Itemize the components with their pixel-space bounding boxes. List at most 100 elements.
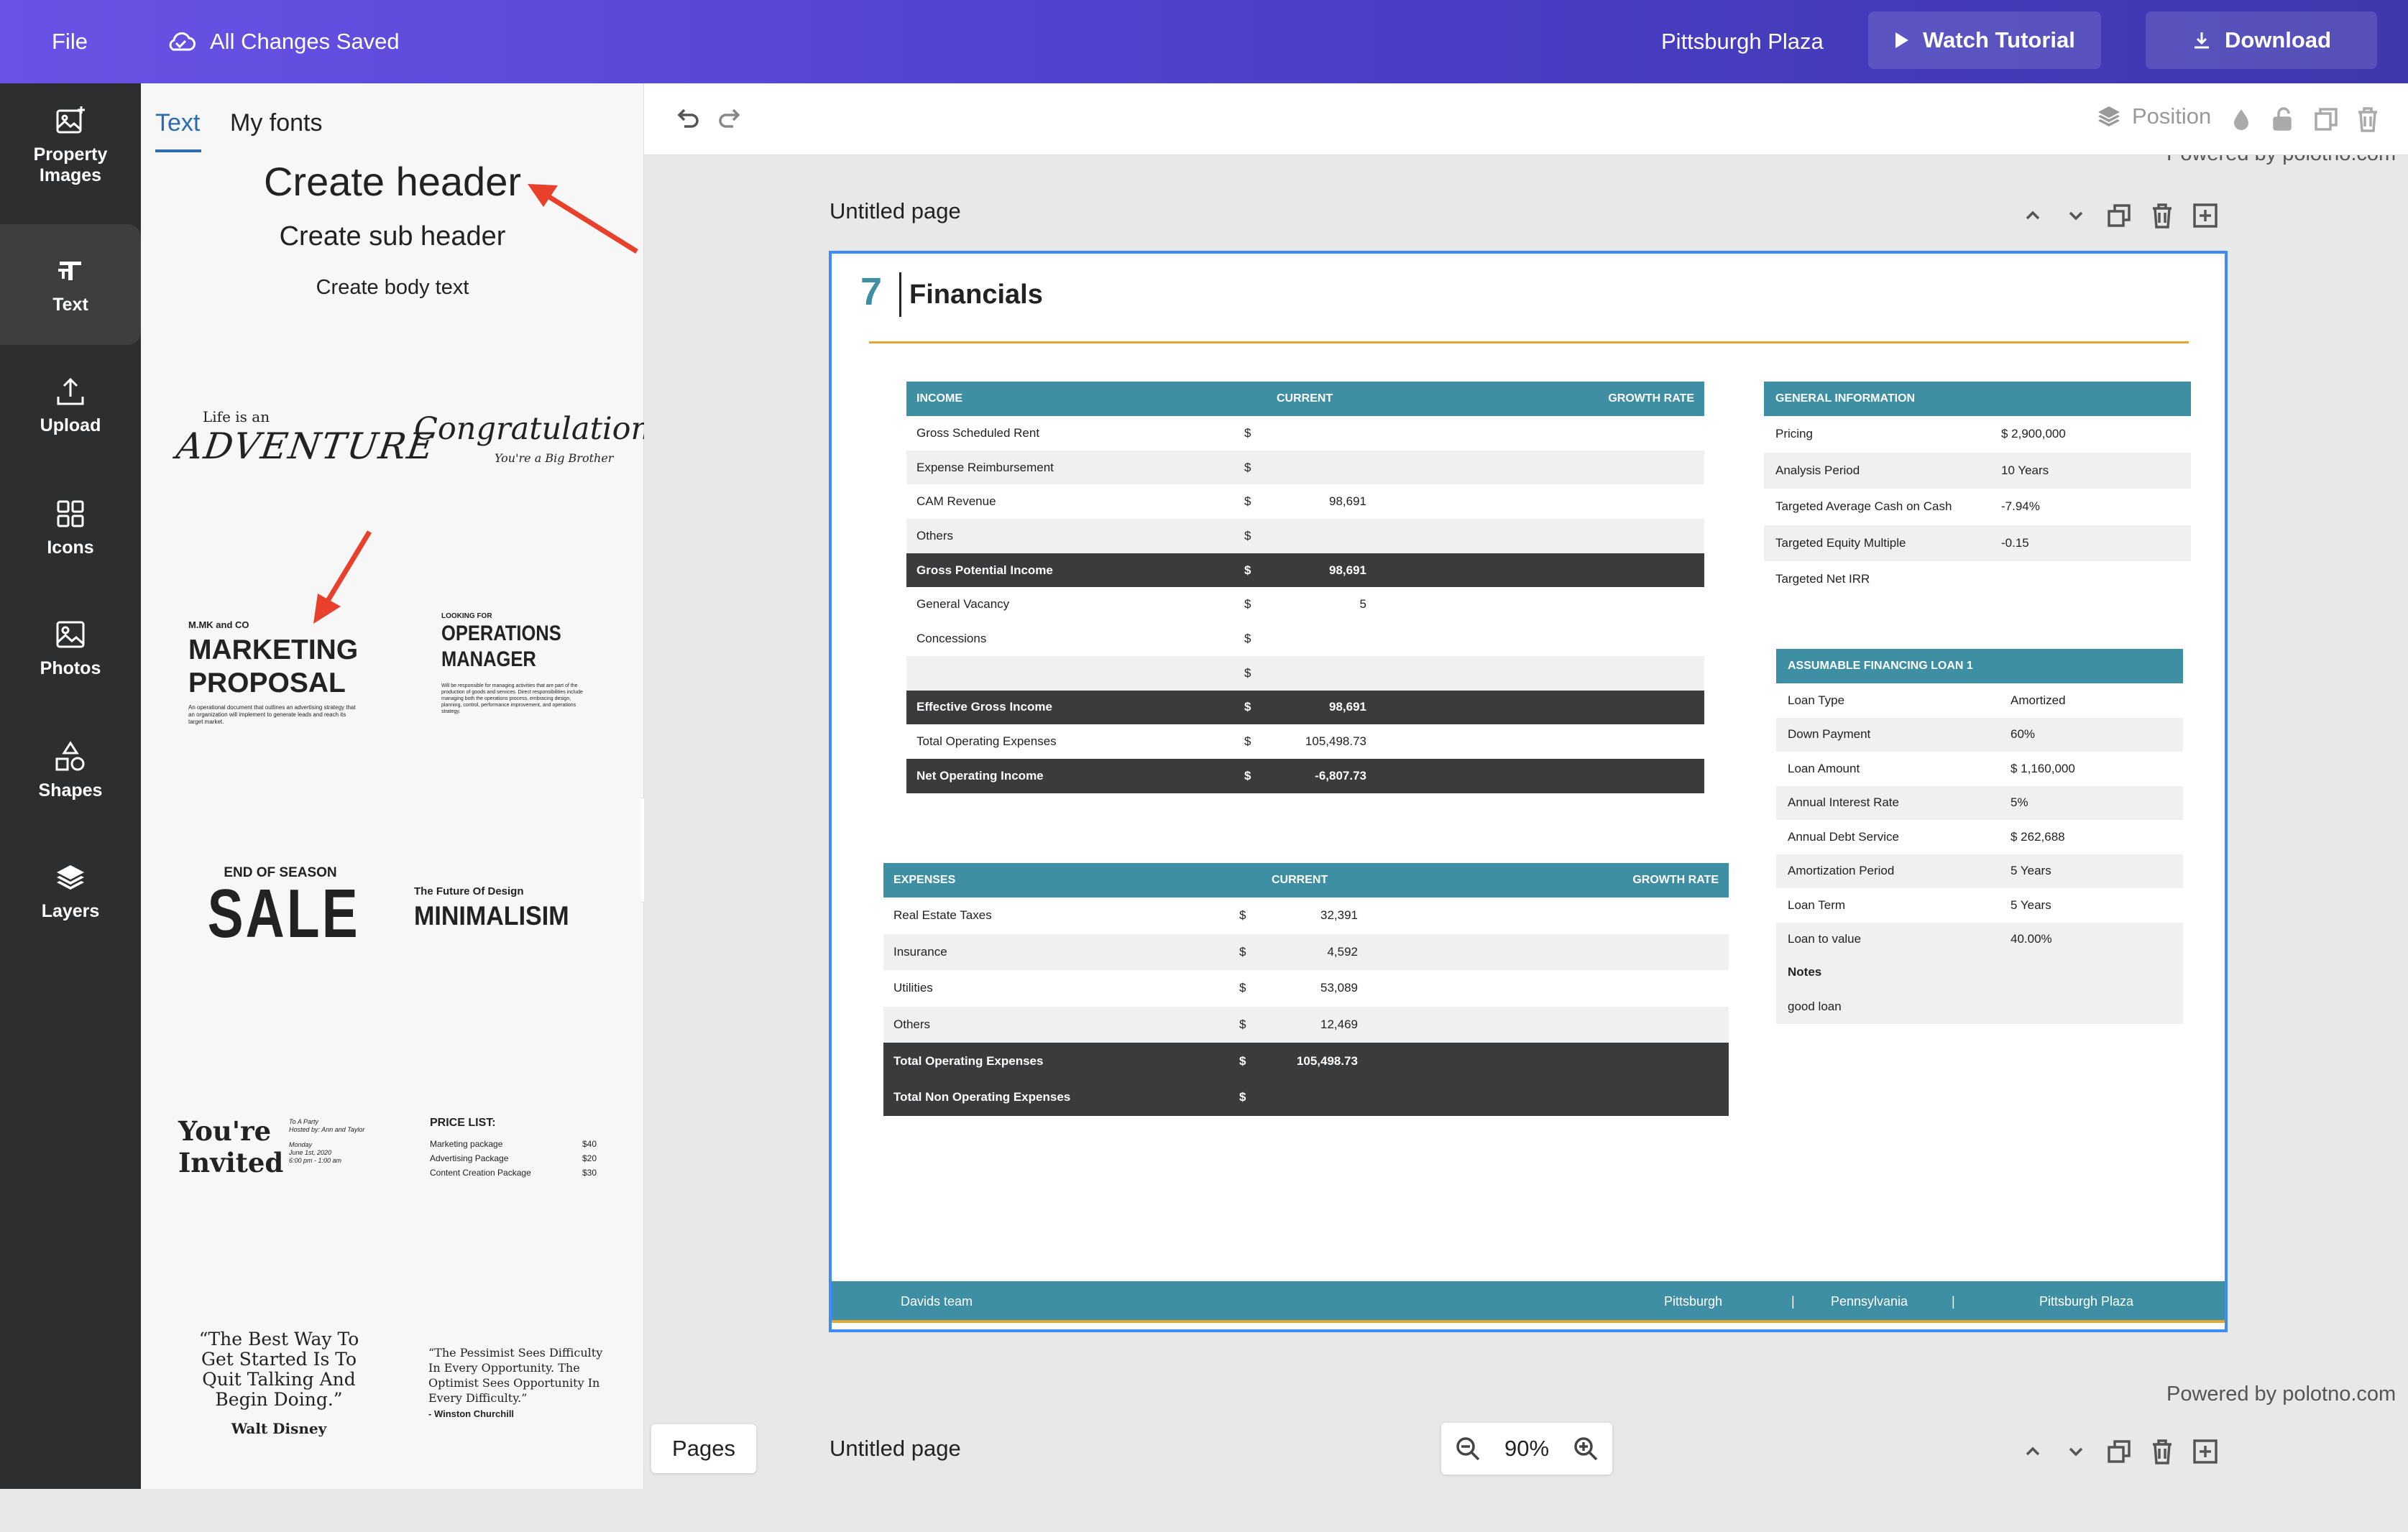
add-page-icon[interactable] [2191, 1437, 2220, 1466]
tab-my-fonts[interactable]: My fonts [230, 109, 322, 137]
move-page-up-icon[interactable] [2018, 201, 2047, 230]
nav-photos[interactable]: Photos [0, 588, 141, 709]
tab-text[interactable]: Text [155, 109, 200, 137]
row-label: Net Operating Income [916, 768, 1044, 783]
template-congratulations[interactable]: Congratulations! You're a Big Brother [414, 400, 679, 514]
add-page-icon[interactable] [2191, 201, 2220, 230]
redo-icon[interactable] [716, 105, 745, 134]
table-row: Total Non Operating Expenses $ [883, 1079, 1729, 1116]
template-youre-invited[interactable]: You're Invited To A Party Hosted by: Ann… [178, 1115, 394, 1201]
table-row: Effective Gross Income $98,691 [906, 690, 1704, 725]
row-value: 98,691 [1329, 700, 1366, 714]
top-bar: File All Changes Saved Pittsburgh Plaza … [0, 0, 2408, 83]
row-value: $ 2,900,000 [2001, 427, 2066, 441]
template-text: SALE [207, 875, 360, 952]
create-header-option[interactable]: Create header [141, 158, 644, 205]
move-page-up-icon[interactable] [2018, 1437, 2047, 1466]
undo-icon[interactable] [673, 105, 702, 134]
nav-shapes[interactable]: Shapes [0, 710, 141, 831]
nav-text[interactable]: Text [0, 224, 141, 345]
row-currency: $ [1239, 1053, 1246, 1068]
delete-page-icon[interactable] [2148, 1437, 2177, 1466]
template-minimalism[interactable]: The Future Of Design MINIMALISIM [414, 885, 630, 943]
move-page-down-icon[interactable] [2062, 201, 2090, 230]
row-value: 12,469 [1320, 1018, 1358, 1032]
row-label: Analysis Period [1775, 463, 1860, 477]
template-quote-disney[interactable]: “The Best Way To Get Started Is To Quit … [193, 1329, 365, 1531]
page-title-text: Untitled page [830, 1436, 961, 1461]
upload-icon [57, 377, 84, 405]
table-row: Concessions $ [906, 622, 1704, 656]
duplicate-page-icon[interactable] [2105, 1437, 2133, 1466]
zoom-out-icon[interactable] [1454, 1435, 1481, 1462]
table-row: Total Operating Expenses $105,498.73 [906, 724, 1704, 759]
template-text: June 1st, 2020 [289, 1149, 332, 1156]
general-information-table: GENERAL INFORMATION Pricing $ 2,900,000 Ana… [1764, 382, 2191, 593]
row-label: Insurance [893, 944, 947, 959]
template-text: You're a Big Brother [495, 451, 614, 465]
tab-text-label: Text [155, 109, 201, 137]
row-value: 10 Years [2001, 463, 2049, 477]
left-nav: Property Images Text Upload Icons Photos… [0, 83, 141, 1489]
file-menu-label: File [52, 29, 88, 54]
trash-icon[interactable] [2353, 105, 2382, 134]
position-button[interactable]: Position [2096, 103, 2211, 129]
table-row: General Vacancy $5 [906, 588, 1704, 622]
duplicate-icon[interactable] [2312, 105, 2340, 134]
template-adventure[interactable]: Life is an ADVENTURE [170, 400, 438, 514]
footer-separator: | [1952, 1294, 1955, 1309]
pages-label: Pages [672, 1436, 735, 1461]
template-marketing-proposal[interactable]: M.MK and CO MARKETING PROPOSAL An operat… [188, 619, 375, 763]
row-label: Real Estate Taxes [893, 908, 992, 923]
row-currency: $ [1239, 908, 1246, 923]
nav-layers[interactable]: Layers [0, 831, 141, 951]
page-title-2[interactable]: Untitled page [830, 1436, 961, 1462]
row-currency: $ [1244, 597, 1251, 612]
row-value: 98,691 [1329, 494, 1366, 509]
table-row: Loan to value 40.00% [1776, 922, 2183, 956]
image-plus-icon [56, 106, 85, 134]
table-row: Analysis Period 10 Years [1764, 452, 2191, 489]
nav-property-images[interactable]: Property Images [0, 85, 141, 206]
template-end-of-season-sale[interactable]: END OF SEASON SALE [187, 865, 374, 973]
footer-property: Pittsburgh Plaza [2039, 1294, 2134, 1309]
document-page[interactable]: 7 Financials INCOME CURRENT GROWTH RATE Gro… [829, 251, 2228, 1332]
template-operations-manager[interactable]: LOOKING FOR OPERATIONS MANAGER Will be r… [441, 612, 607, 756]
project-name[interactable]: Pittsburgh Plaza [1661, 0, 1824, 83]
row-value: $ 1,160,000 [2011, 761, 2075, 775]
row-currency: $ [1239, 981, 1246, 995]
header-label: GROWTH RATE [1632, 874, 1719, 886]
row-label: Targeted Net IRR [1775, 572, 1870, 586]
file-menu[interactable]: File [52, 0, 88, 83]
table-header: EXPENSES CURRENT GROWTH RATE [883, 863, 1729, 897]
create-body-text-option[interactable]: Create body text [141, 276, 644, 300]
row-currency: $ [1244, 563, 1251, 577]
header-label: INCOME [916, 392, 962, 405]
download-button[interactable]: Download [2146, 11, 2377, 69]
page-title[interactable]: Untitled page [830, 198, 961, 224]
row-label: Pricing [1775, 427, 1813, 441]
table-row: Pricing $ 2,900,000 [1764, 416, 2191, 453]
create-sub-header-option[interactable]: Create sub header [141, 221, 644, 252]
delete-page-icon[interactable] [2148, 201, 2177, 230]
move-page-down-icon[interactable] [2062, 1437, 2090, 1466]
pages-button[interactable]: Pages [651, 1424, 756, 1473]
table-row: Others $12,469 [883, 1006, 1729, 1043]
template-quote-churchill[interactable]: “The Pessimist Sees Difficulty In Every … [428, 1345, 608, 1532]
row-value: 98,691 [1329, 563, 1366, 577]
opacity-icon[interactable] [2227, 105, 2256, 134]
nav-icons[interactable]: Icons [0, 467, 141, 588]
nav-upload[interactable]: Upload [0, 345, 141, 466]
template-text: - Winston Churchill [428, 1408, 515, 1419]
duplicate-page-icon[interactable] [2105, 201, 2133, 230]
shapes-icon [55, 740, 85, 770]
template-price-list[interactable]: PRICE LIST: Marketing package $40 Adverti… [430, 1117, 597, 1196]
watch-tutorial-button[interactable]: Watch Tutorial [1868, 11, 2101, 69]
unlock-icon[interactable] [2269, 105, 2297, 134]
row-label: Loan Amount [1788, 761, 1860, 775]
invite-details: To A Party Hosted by: Ann and Taylor Mon… [289, 1118, 364, 1165]
position-layers-icon [2098, 106, 2120, 126]
play-icon [1895, 32, 1909, 48]
row-value: 5 [1359, 597, 1366, 612]
zoom-in-icon[interactable] [1572, 1435, 1599, 1462]
